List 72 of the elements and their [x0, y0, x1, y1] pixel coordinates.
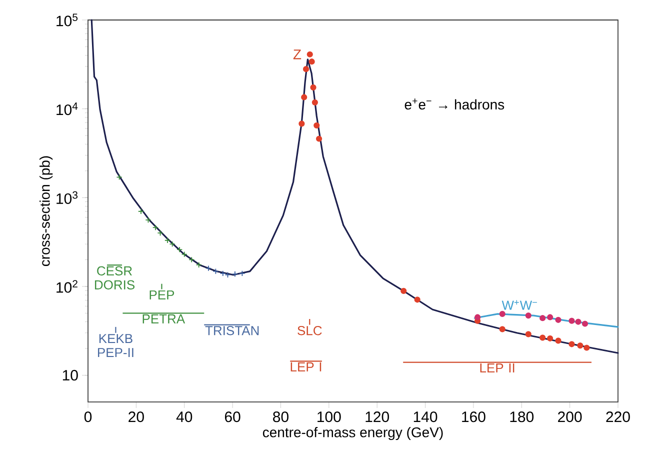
point: [312, 99, 318, 106]
series-label: TRISTAN: [205, 326, 259, 336]
x-tick-label: 20: [128, 412, 144, 422]
x-tick-label: 200: [558, 412, 582, 422]
x-tick-label: 40: [176, 412, 192, 422]
series-label: LEP II: [480, 363, 514, 372]
point: [205, 265, 212, 272]
x-tick-label: 100: [318, 412, 341, 422]
series-label: PEP: [150, 290, 174, 300]
series-label: PETRA: [142, 314, 186, 324]
x-tick-label: 180: [510, 412, 534, 422]
point: [298, 120, 305, 127]
point: [400, 288, 407, 294]
annotation: Z: [293, 50, 302, 60]
point: [157, 230, 164, 236]
x-tick-label: 160: [462, 412, 486, 422]
point: [188, 256, 195, 263]
point: [212, 268, 219, 274]
x-tick-label: 120: [366, 412, 390, 422]
point: [577, 342, 584, 349]
point: [525, 331, 532, 338]
point: [314, 122, 320, 128]
series-label: LEP I: [290, 362, 322, 372]
x-tick-label: 220: [606, 412, 630, 422]
point: [239, 270, 246, 277]
point: [308, 58, 315, 65]
y-tick-label: 10$^{4}$: [56, 102, 78, 116]
point: [525, 312, 532, 319]
point: [181, 251, 188, 258]
point: [116, 174, 122, 180]
point: [499, 310, 506, 317]
y-tick-label: 10$^{5}$: [56, 14, 78, 26]
point: [547, 335, 554, 342]
point: [547, 314, 554, 320]
point: [540, 315, 546, 322]
point: [568, 341, 575, 348]
line-series: [474, 313, 619, 328]
point: [306, 51, 313, 58]
point: [316, 136, 322, 142]
y-axis-title: cross-section (pb): [40, 156, 53, 266]
point: [575, 318, 582, 325]
point: [152, 224, 159, 231]
series-label: CESR DORIS: [94, 266, 134, 290]
y-tick-label: 10$^{2}$: [56, 280, 78, 293]
y-tick-label: 10: [62, 370, 78, 381]
point: [540, 334, 546, 341]
point: [232, 270, 238, 278]
point: [301, 94, 308, 100]
point: [555, 338, 562, 344]
point: [176, 246, 183, 253]
point: [474, 314, 481, 320]
point: [196, 262, 202, 268]
x-tick-label: 140: [414, 412, 438, 422]
point: [302, 66, 310, 72]
point: [138, 208, 144, 214]
point: [414, 296, 420, 303]
x-tick-label: 0: [84, 412, 92, 422]
y-tick-label: 10$^{3}$: [56, 191, 78, 204]
x-axis-title: centre-of-mass energy (GeV): [262, 427, 443, 440]
annotation: e$^{+}$e$^{−}$ → hadrons: [404, 98, 504, 110]
point: [568, 318, 575, 324]
series-label: SLC: [298, 326, 322, 336]
x-tick-label: 60: [224, 412, 240, 422]
point: [582, 320, 588, 327]
point: [584, 344, 590, 351]
series-label: KEKB PEP-II: [98, 334, 134, 358]
x-tick-label: 80: [273, 412, 288, 422]
point: [555, 316, 562, 323]
point: [145, 216, 152, 224]
point: [310, 84, 316, 90]
series-label: W$^{+}$W$^{−}$: [502, 300, 537, 310]
point: [499, 326, 506, 332]
